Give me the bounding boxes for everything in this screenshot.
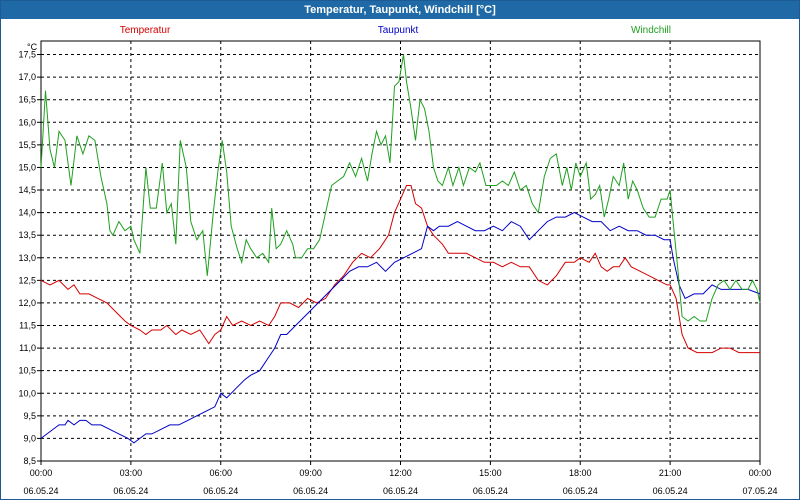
x-tick-date: 06.05.24 (293, 486, 328, 496)
y-tick-label: 12,0 (18, 298, 36, 308)
y-unit-label: °C (27, 42, 38, 52)
x-tick-date: 06.05.24 (383, 486, 418, 496)
x-tick-time: 09:00 (299, 468, 322, 478)
x-tick-date: 06.05.24 (653, 486, 688, 496)
y-tick-label: 9,0 (23, 433, 36, 443)
y-tick-label: 8,5 (23, 456, 36, 466)
line-chart: 8,5 9,0 9,5 10,0 10,5 11,0 11,5 12,0 12,5 13,0 13,… (18, 25, 777, 496)
x-tick-time: 15:00 (479, 468, 502, 478)
series-line-temperatur (40, 185, 760, 354)
legend-item-temperatur: Temperatur (120, 25, 171, 36)
x-tick-time: 21:00 (659, 468, 682, 478)
y-tick-label: 14,5 (18, 185, 36, 195)
y-tick-label: 9,5 (23, 411, 36, 421)
x-tick-date: 06.05.24 (203, 486, 238, 496)
legend-item-windchill: Windchill (631, 25, 671, 36)
series-line-windchill (40, 54, 761, 322)
x-tick-date: 06.05.24 (23, 486, 58, 496)
y-tick-label: 10,5 (18, 366, 36, 376)
x-tick-time: 06:00 (209, 468, 232, 478)
y-tick-label: 16,0 (18, 117, 36, 127)
y-tick-label: 11,5 (19, 321, 36, 331)
y-tick-label: 11,0 (19, 343, 36, 353)
y-tick-label: 13,0 (18, 253, 36, 263)
x-tick-date: 06.05.24 (473, 486, 508, 496)
x-tick-date: 07.05.24 (742, 486, 777, 496)
y-tick-label: 17,0 (18, 72, 36, 82)
y-tick-label: 16,5 (18, 95, 36, 105)
x-tick-date: 06.05.24 (563, 486, 598, 496)
series-line-taupunkt (40, 212, 761, 444)
y-tick-label: 17,5 (18, 50, 36, 60)
y-tick-label: 10,0 (18, 388, 36, 398)
y-tick-label: 15,0 (18, 162, 36, 172)
x-tick-time: 18:00 (569, 468, 592, 478)
x-tick-time: 12:00 (389, 468, 412, 478)
y-tick-label: 12,5 (18, 275, 36, 285)
x-tick-date: 06.05.24 (113, 486, 148, 496)
window-title: Temperatur, Taupunkt, Windchill [°C] (1, 1, 799, 19)
x-tick-time: 03:00 (120, 468, 143, 478)
y-tick-label: 13,5 (18, 230, 36, 240)
x-tick-time: 00:00 (30, 468, 53, 478)
x-tick-time: 00:00 (749, 468, 772, 478)
y-tick-label: 14,0 (18, 208, 36, 218)
legend-item-taupunkt: Taupunkt (378, 25, 419, 36)
y-tick-label: 15,5 (18, 140, 36, 150)
